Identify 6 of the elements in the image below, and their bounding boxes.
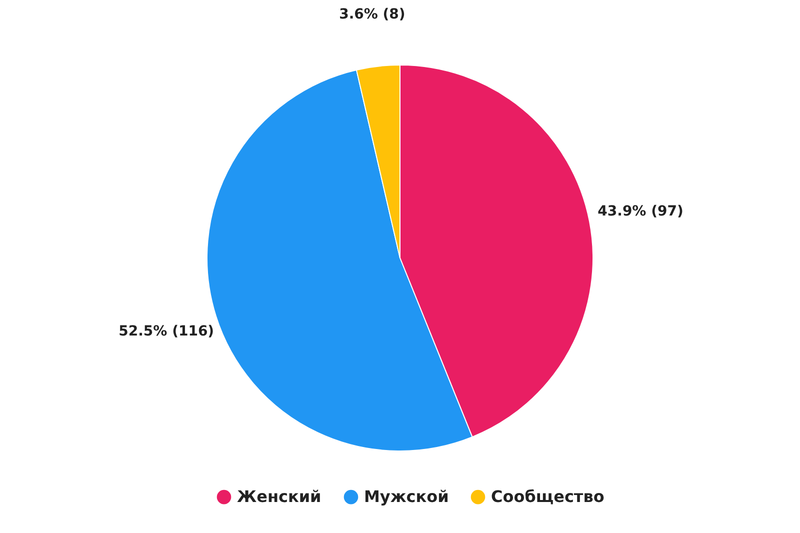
legend-label: Женский bbox=[237, 487, 322, 506]
legend-label: Мужской bbox=[364, 487, 449, 506]
data-label: 52.5% (116) bbox=[118, 324, 214, 340]
data-label: 43.9% (97) bbox=[598, 203, 684, 220]
data-label: 3.6% (8) bbox=[339, 6, 406, 23]
legend-label: Сообщество bbox=[491, 487, 604, 506]
